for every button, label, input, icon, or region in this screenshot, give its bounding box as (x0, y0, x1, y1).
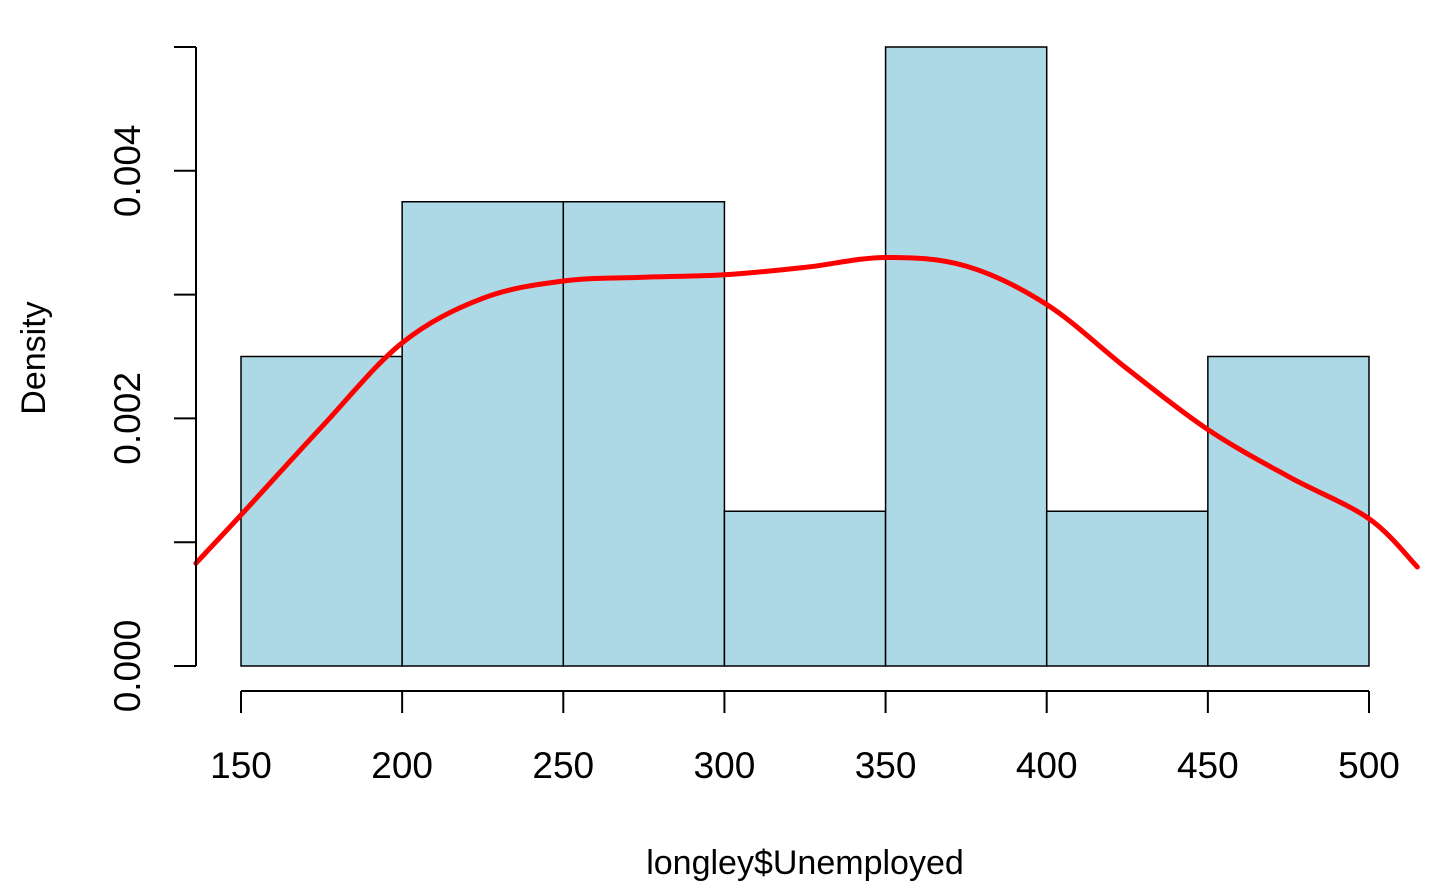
histogram-bar-450-500 (1207, 355, 1370, 667)
x-tick-label: 250 (532, 745, 594, 786)
y-tick-label: 0.000 (107, 620, 148, 713)
x-tick-label: 350 (855, 745, 917, 786)
histogram-bar-250-300 (562, 201, 726, 667)
x-axis: 150 200 250 300 350 400 450 500 (210, 690, 1400, 786)
y-axis: 0.000 0.002 0.004 (107, 46, 197, 713)
x-tick-label: 450 (1177, 745, 1239, 786)
histogram-bar-200-250 (401, 201, 565, 667)
histogram-bars (240, 46, 1370, 667)
x-tick-label: 150 (210, 745, 272, 786)
x-tick-label: 400 (1016, 745, 1078, 786)
x-tick-label: 200 (371, 745, 433, 786)
histogram-bar-150-200 (240, 355, 403, 667)
y-axis-title: Density (15, 301, 53, 414)
y-tick-label: 0.002 (107, 372, 148, 465)
x-tick-label: 300 (694, 745, 756, 786)
x-tick-label: 500 (1338, 745, 1400, 786)
density-curve (193, 254, 1420, 570)
x-axis-title: longley$Unemployed (646, 844, 964, 882)
histogram-bar-350-400 (884, 46, 1048, 667)
histogram-bar-300-350 (723, 510, 887, 667)
y-tick-label: 0.004 (107, 125, 148, 218)
histogram-bar-400-450 (1045, 510, 1209, 667)
